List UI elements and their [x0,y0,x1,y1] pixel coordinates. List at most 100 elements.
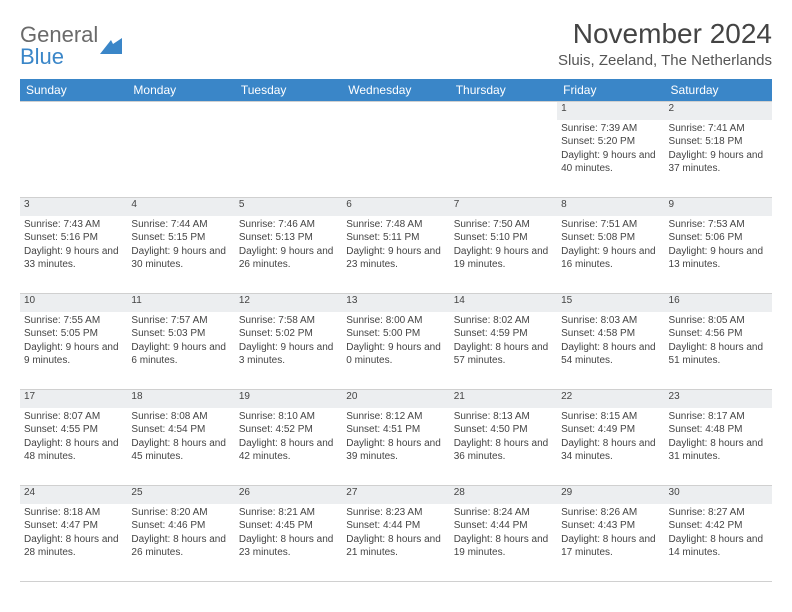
page-subtitle: Sluis, Zeeland, The Netherlands [558,52,772,69]
sunrise-text: Sunrise: 7:55 AM [24,314,123,328]
day-data-row: Sunrise: 7:43 AMSunset: 5:16 PMDaylight:… [20,216,772,294]
sunset-text: Sunset: 4:44 PM [346,519,445,533]
day-content: Sunrise: 8:15 AMSunset: 4:49 PMDaylight:… [561,408,660,464]
sunrise-text: Sunrise: 7:44 AM [131,218,230,232]
daylight-text: Daylight: 9 hours and 23 minutes. [346,245,445,272]
day-number: 14 [450,294,557,312]
sunrise-text: Sunrise: 8:08 AM [131,410,230,424]
day-content: Sunrise: 8:00 AMSunset: 5:00 PMDaylight:… [346,312,445,368]
day-number: 7 [450,198,557,216]
daylight-text: Daylight: 9 hours and 37 minutes. [669,149,768,176]
daylight-text: Daylight: 8 hours and 28 minutes. [24,533,123,560]
day-cell: Sunrise: 8:24 AMSunset: 4:44 PMDaylight:… [450,504,557,582]
day-number-row: 3456789 [20,198,772,216]
sunrise-text: Sunrise: 7:41 AM [669,122,768,136]
day-content: Sunrise: 7:48 AMSunset: 5:11 PMDaylight:… [346,216,445,272]
daylight-text: Daylight: 9 hours and 19 minutes. [454,245,553,272]
sunrise-text: Sunrise: 8:17 AM [669,410,768,424]
day-cell [450,120,557,198]
sunrise-text: Sunrise: 8:15 AM [561,410,660,424]
sunset-text: Sunset: 5:03 PM [131,327,230,341]
day-cell: Sunrise: 8:23 AMSunset: 4:44 PMDaylight:… [342,504,449,582]
sunrise-text: Sunrise: 8:24 AM [454,506,553,520]
sunset-text: Sunset: 5:16 PM [24,231,123,245]
day-cell: Sunrise: 8:10 AMSunset: 4:52 PMDaylight:… [235,408,342,486]
day-header: Wednesday [342,79,449,102]
sunrise-text: Sunrise: 8:12 AM [346,410,445,424]
sunrise-text: Sunrise: 7:43 AM [24,218,123,232]
sunset-text: Sunset: 5:20 PM [561,135,660,149]
day-number: 6 [342,198,449,216]
day-content: Sunrise: 7:53 AMSunset: 5:06 PMDaylight:… [669,216,768,272]
day-number [235,102,342,120]
daylight-text: Daylight: 8 hours and 42 minutes. [239,437,338,464]
day-number [450,102,557,120]
sunrise-text: Sunrise: 8:10 AM [239,410,338,424]
daylight-text: Daylight: 8 hours and 19 minutes. [454,533,553,560]
day-cell: Sunrise: 8:26 AMSunset: 4:43 PMDaylight:… [557,504,664,582]
daylight-text: Daylight: 9 hours and 33 minutes. [24,245,123,272]
daylight-text: Daylight: 8 hours and 48 minutes. [24,437,123,464]
sunset-text: Sunset: 4:54 PM [131,423,230,437]
sunrise-text: Sunrise: 8:21 AM [239,506,338,520]
day-content: Sunrise: 8:17 AMSunset: 4:48 PMDaylight:… [669,408,768,464]
day-cell: Sunrise: 7:48 AMSunset: 5:11 PMDaylight:… [342,216,449,294]
day-cell [127,120,234,198]
sunset-text: Sunset: 5:06 PM [669,231,768,245]
daylight-text: Daylight: 8 hours and 14 minutes. [669,533,768,560]
sunset-text: Sunset: 4:49 PM [561,423,660,437]
sunset-text: Sunset: 4:52 PM [239,423,338,437]
day-number: 20 [342,390,449,408]
day-content: Sunrise: 8:27 AMSunset: 4:42 PMDaylight:… [669,504,768,560]
day-content: Sunrise: 8:13 AMSunset: 4:50 PMDaylight:… [454,408,553,464]
day-cell: Sunrise: 7:55 AMSunset: 5:05 PMDaylight:… [20,312,127,390]
sunset-text: Sunset: 4:56 PM [669,327,768,341]
day-number: 1 [557,102,664,120]
sunset-text: Sunset: 5:10 PM [454,231,553,245]
day-number: 3 [20,198,127,216]
day-header: Thursday [450,79,557,102]
day-number: 29 [557,486,664,504]
day-content: Sunrise: 8:26 AMSunset: 4:43 PMDaylight:… [561,504,660,560]
day-number [127,102,234,120]
sunset-text: Sunset: 4:55 PM [24,423,123,437]
calendar-body: 12Sunrise: 7:39 AMSunset: 5:20 PMDayligh… [20,102,772,582]
day-number: 10 [20,294,127,312]
day-number: 8 [557,198,664,216]
day-cell: Sunrise: 8:03 AMSunset: 4:58 PMDaylight:… [557,312,664,390]
sunset-text: Sunset: 4:44 PM [454,519,553,533]
day-content: Sunrise: 8:02 AMSunset: 4:59 PMDaylight:… [454,312,553,368]
day-number-row: 17181920212223 [20,390,772,408]
day-content: Sunrise: 8:07 AMSunset: 4:55 PMDaylight:… [24,408,123,464]
day-content: Sunrise: 8:18 AMSunset: 4:47 PMDaylight:… [24,504,123,560]
day-number-row: 10111213141516 [20,294,772,312]
daylight-text: Daylight: 8 hours and 36 minutes. [454,437,553,464]
day-cell: Sunrise: 8:12 AMSunset: 4:51 PMDaylight:… [342,408,449,486]
day-cell: Sunrise: 7:57 AMSunset: 5:03 PMDaylight:… [127,312,234,390]
day-number: 5 [235,198,342,216]
sunrise-text: Sunrise: 7:50 AM [454,218,553,232]
day-number: 24 [20,486,127,504]
sunset-text: Sunset: 4:42 PM [669,519,768,533]
day-header: Friday [557,79,664,102]
day-cell: Sunrise: 8:07 AMSunset: 4:55 PMDaylight:… [20,408,127,486]
day-data-row: Sunrise: 8:18 AMSunset: 4:47 PMDaylight:… [20,504,772,582]
day-cell: Sunrise: 8:20 AMSunset: 4:46 PMDaylight:… [127,504,234,582]
day-content: Sunrise: 7:51 AMSunset: 5:08 PMDaylight:… [561,216,660,272]
day-number: 23 [665,390,772,408]
day-number: 18 [127,390,234,408]
daylight-text: Daylight: 8 hours and 54 minutes. [561,341,660,368]
day-number: 19 [235,390,342,408]
day-cell [235,120,342,198]
day-cell: Sunrise: 8:27 AMSunset: 4:42 PMDaylight:… [665,504,772,582]
day-content: Sunrise: 8:03 AMSunset: 4:58 PMDaylight:… [561,312,660,368]
day-data-row: Sunrise: 7:39 AMSunset: 5:20 PM Daylight:… [20,120,772,198]
sunset-text: Sunset: 5:08 PM [561,231,660,245]
day-content: Sunrise: 7:58 AMSunset: 5:02 PMDaylight:… [239,312,338,368]
day-number: 13 [342,294,449,312]
sunrise-text: Sunrise: 8:26 AM [561,506,660,520]
day-header: Tuesday [235,79,342,102]
sunrise-text: Sunrise: 7:48 AM [346,218,445,232]
daylight-text: Daylight: 9 hours and 9 minutes. [24,341,123,368]
sunrise-text: Sunrise: 7:39 AM [561,122,660,136]
